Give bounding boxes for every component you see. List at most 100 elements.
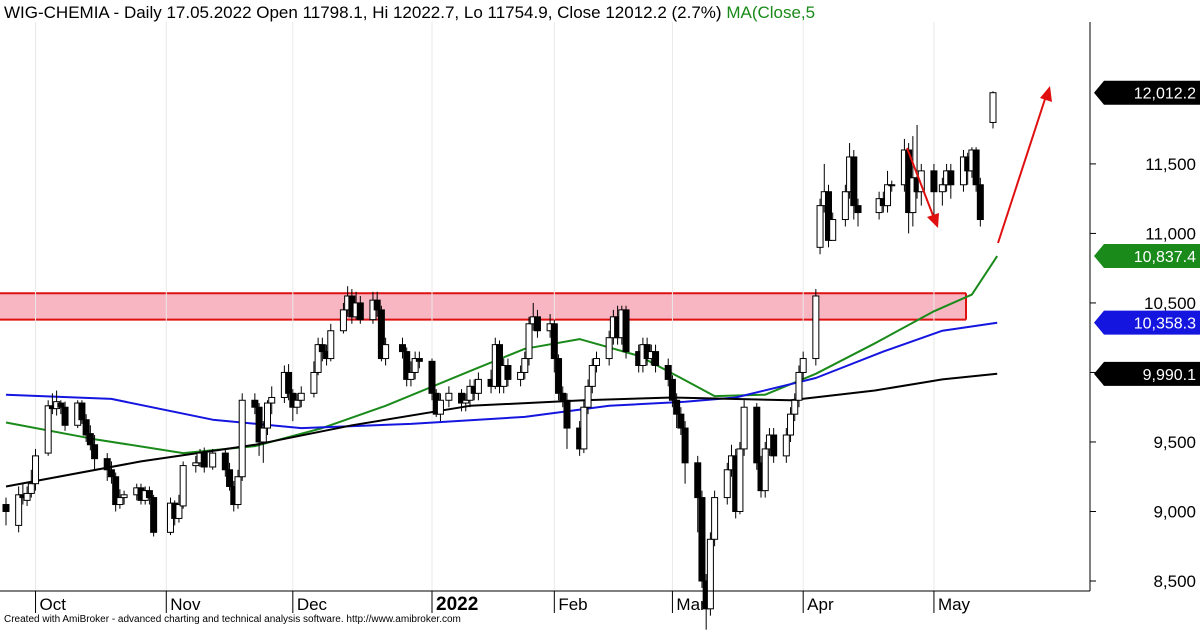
candle bbox=[200, 447, 208, 473]
candle-body bbox=[533, 316, 541, 332]
candle-body bbox=[668, 378, 676, 401]
candle bbox=[318, 337, 326, 362]
y-tick-label: 10,500 bbox=[1144, 294, 1196, 313]
candle bbox=[884, 170, 892, 213]
candle-body bbox=[888, 184, 896, 187]
candle-body bbox=[268, 396, 276, 404]
candle bbox=[753, 403, 761, 470]
candle bbox=[694, 455, 702, 533]
chart-title-ma: MA(Close,5 bbox=[726, 3, 816, 22]
candle-body bbox=[120, 494, 128, 499]
candle-body bbox=[78, 402, 86, 421]
candle bbox=[373, 291, 381, 317]
candle-body bbox=[677, 413, 685, 429]
candle bbox=[664, 358, 672, 387]
candle-body bbox=[761, 448, 769, 492]
candle bbox=[221, 448, 229, 477]
candle bbox=[723, 462, 731, 505]
candle-body bbox=[15, 494, 23, 526]
candle bbox=[356, 295, 364, 324]
candle bbox=[517, 365, 525, 387]
candle-body bbox=[736, 448, 744, 512]
candle bbox=[377, 305, 385, 362]
price-tag: 10,358.3 bbox=[1094, 310, 1200, 335]
candle bbox=[782, 428, 790, 463]
x-tick-label: Dec bbox=[297, 595, 328, 614]
candle-body bbox=[91, 444, 99, 460]
candle bbox=[930, 163, 938, 220]
candle bbox=[78, 400, 86, 424]
candle-body bbox=[681, 427, 689, 464]
candle bbox=[407, 361, 415, 387]
candle-body bbox=[116, 497, 124, 506]
arrow-down-head bbox=[927, 213, 939, 228]
candle bbox=[86, 425, 94, 451]
candle bbox=[445, 386, 453, 408]
x-tick-label: May bbox=[938, 595, 971, 614]
candle bbox=[559, 386, 567, 408]
candle bbox=[32, 448, 40, 491]
price-tag: 10,837.4 bbox=[1094, 244, 1200, 269]
candle bbox=[972, 147, 980, 192]
candle bbox=[238, 393, 246, 481]
candle-body bbox=[841, 191, 849, 221]
candle bbox=[436, 393, 444, 422]
candle-body bbox=[314, 344, 322, 373]
candle bbox=[474, 372, 482, 401]
candle bbox=[234, 469, 242, 509]
candle bbox=[415, 351, 423, 369]
candle-body bbox=[462, 399, 470, 404]
candle bbox=[938, 177, 946, 206]
candle bbox=[947, 163, 955, 199]
candle bbox=[116, 489, 124, 509]
candle-body bbox=[310, 371, 318, 394]
candle bbox=[563, 393, 571, 449]
price-tag-bg bbox=[1094, 361, 1200, 386]
candle bbox=[989, 91, 997, 129]
price-tag-label: 12,012.2 bbox=[1134, 86, 1196, 103]
candle-body bbox=[234, 476, 242, 506]
candle bbox=[15, 486, 23, 533]
price-tag-label: 10,837.4 bbox=[1134, 249, 1196, 266]
y-tick-label: 8,500 bbox=[1153, 572, 1196, 591]
candle-body bbox=[411, 358, 419, 373]
candle bbox=[293, 393, 301, 415]
candle-body bbox=[339, 309, 347, 332]
candle-body bbox=[27, 483, 35, 494]
candle-body bbox=[622, 309, 630, 353]
candle bbox=[593, 351, 601, 373]
candle-body bbox=[550, 323, 558, 360]
candle bbox=[504, 358, 512, 387]
candle bbox=[382, 337, 390, 366]
candle-body bbox=[436, 399, 444, 415]
candle bbox=[525, 316, 533, 366]
candle bbox=[829, 212, 837, 241]
candle-body bbox=[917, 170, 925, 193]
candle-body bbox=[521, 358, 529, 373]
candle bbox=[27, 469, 35, 498]
candle bbox=[120, 490, 128, 505]
candle-body bbox=[428, 360, 436, 394]
candle-body bbox=[285, 371, 293, 394]
candle bbox=[770, 428, 778, 463]
x-axis-ticks: Oct Nov Dec 2022 Feb Mar Apr May bbox=[35, 591, 971, 615]
candle bbox=[82, 414, 90, 442]
candle-body bbox=[356, 302, 364, 321]
candle-body bbox=[382, 344, 390, 360]
candle bbox=[61, 401, 69, 431]
y-tick-label: 11,500 bbox=[1145, 155, 1196, 174]
candle-body bbox=[293, 399, 301, 408]
arrow-up-head bbox=[1040, 86, 1052, 102]
candle-body bbox=[652, 351, 660, 367]
candle-body bbox=[61, 406, 69, 426]
candle-body bbox=[711, 497, 719, 540]
price-tag-bg bbox=[1094, 310, 1200, 335]
candle bbox=[2, 497, 10, 526]
candle-body bbox=[445, 392, 453, 401]
candle bbox=[179, 461, 187, 509]
candle-body bbox=[373, 299, 381, 311]
candle-body bbox=[192, 462, 200, 467]
candle bbox=[824, 184, 832, 248]
candle-body bbox=[588, 365, 596, 387]
